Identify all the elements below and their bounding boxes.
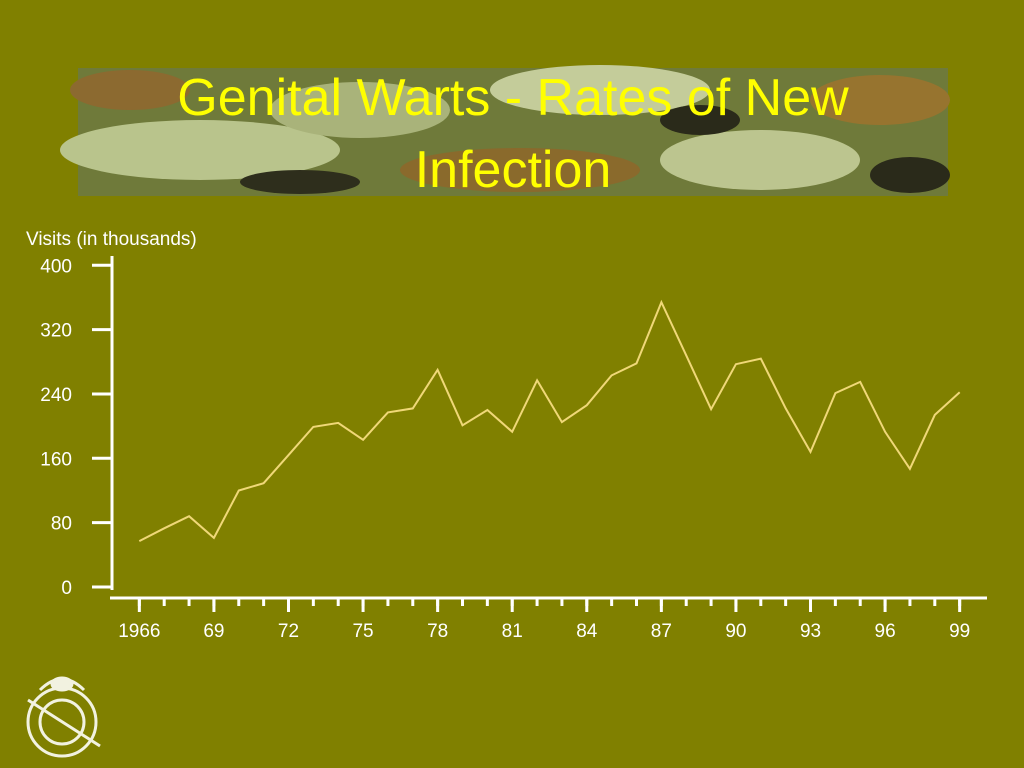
y-axis-label: Visits (in thousands) [26,229,197,250]
data-line [138,299,961,542]
slide-title: Genital Warts - Rates of New Infection [177,69,849,199]
x-tick-label: 96 [875,621,896,642]
y-tick-label: 80 [51,514,72,535]
y-tick-label: 320 [40,321,72,342]
y-tick-label: 0 [61,578,72,599]
x-tick-label: 75 [352,621,373,642]
x-tick-label: 87 [651,621,672,642]
emblem [26,676,101,758]
x-tick-label: 81 [502,621,523,642]
x-tick-label: 1966 [118,621,160,642]
y-tick-label: 240 [40,385,72,406]
x-tick-label: 90 [725,621,746,642]
x-tick-label: 69 [203,621,224,642]
x-tick-label: 99 [949,621,970,642]
x-tick-label: 72 [278,621,299,642]
x-tick-label: 78 [427,621,448,642]
x-tick-label: 93 [800,621,821,642]
y-tick-label: 160 [40,449,72,470]
camo-banner [60,65,950,196]
y-tick-label: 400 [40,256,72,277]
x-tick-label: 84 [576,621,598,642]
